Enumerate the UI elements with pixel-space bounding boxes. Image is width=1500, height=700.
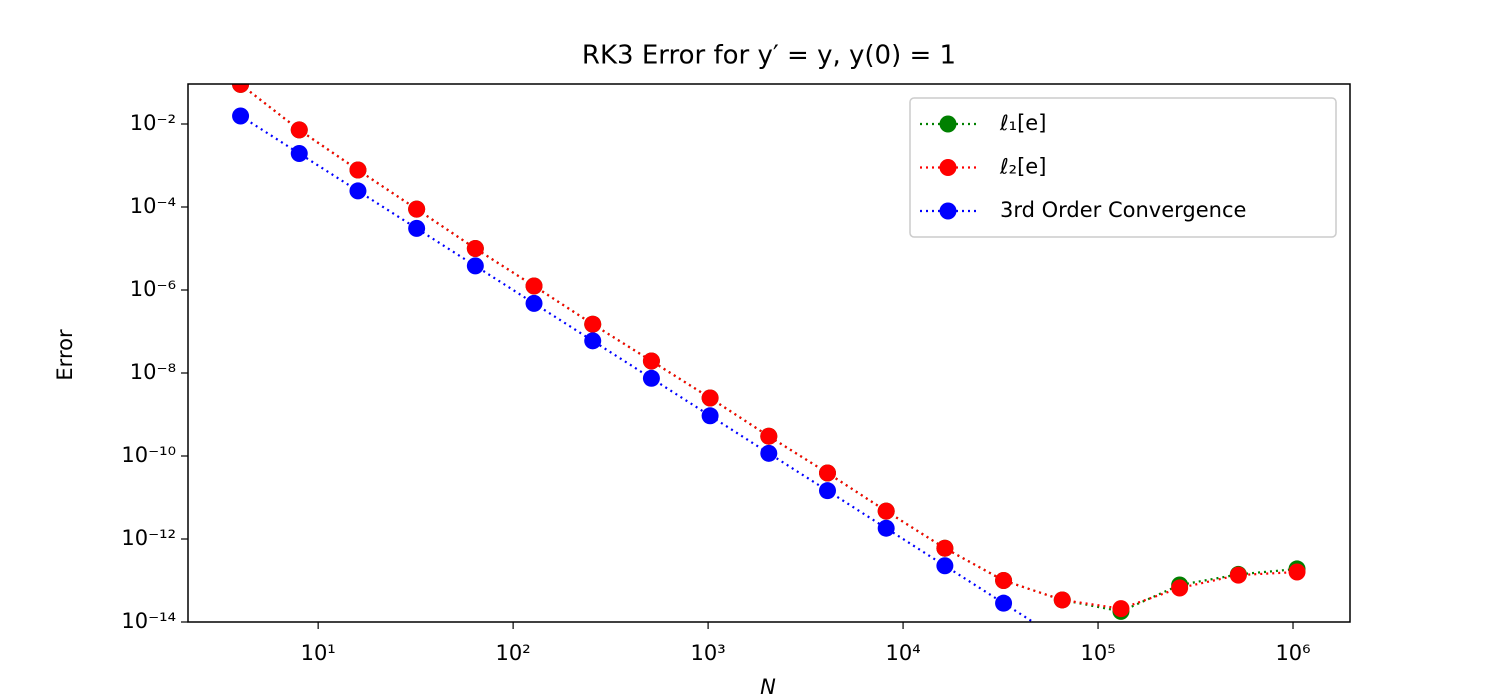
data-point bbox=[760, 444, 778, 462]
y-tick-label: 10⁻² bbox=[130, 111, 176, 135]
data-point bbox=[290, 121, 308, 139]
data-point bbox=[936, 539, 954, 557]
y-tick-label: 10⁻⁶ bbox=[130, 277, 176, 301]
data-point bbox=[760, 427, 778, 445]
data-point bbox=[1171, 579, 1189, 597]
y-axis-label: Error bbox=[53, 329, 77, 381]
y-tick-label: 10⁻¹⁰ bbox=[121, 443, 176, 467]
data-point bbox=[1229, 566, 1247, 584]
legend-box bbox=[909, 97, 1337, 238]
legend-marker bbox=[939, 159, 957, 176]
data-point bbox=[525, 294, 543, 312]
data-point bbox=[584, 332, 602, 350]
data-point bbox=[1053, 591, 1071, 609]
data-point bbox=[408, 200, 426, 218]
y-tick-label: 10⁻⁴ bbox=[130, 194, 176, 218]
x-tick-label: 10⁶ bbox=[1275, 641, 1310, 665]
data-point bbox=[525, 277, 543, 295]
data-point bbox=[232, 107, 250, 125]
legend-label: ℓ₂[e] bbox=[999, 155, 1046, 179]
data-point bbox=[701, 389, 719, 407]
data-point bbox=[936, 557, 954, 575]
data-point bbox=[877, 502, 895, 520]
data-point bbox=[1288, 563, 1306, 581]
data-point bbox=[466, 257, 484, 275]
plot-frame bbox=[187, 83, 1351, 623]
data-point bbox=[584, 315, 602, 333]
data-point bbox=[877, 519, 895, 537]
plot-area bbox=[232, 84, 1306, 649]
data-point bbox=[466, 239, 484, 257]
x-tick-label: 10¹ bbox=[301, 641, 336, 665]
data-point bbox=[701, 407, 719, 425]
data-point bbox=[818, 464, 836, 482]
y-tick-label: 10⁻¹² bbox=[121, 526, 176, 550]
chart-title: RK3 Error for y′ = y, y(0) = 1 bbox=[582, 41, 956, 71]
legend-label: 3rd Order Convergence bbox=[1000, 198, 1246, 222]
legend-marker bbox=[939, 115, 957, 133]
data-point bbox=[642, 352, 660, 370]
data-point bbox=[995, 571, 1013, 589]
data-point bbox=[642, 369, 660, 387]
x-tick-label: 10⁴ bbox=[886, 641, 921, 665]
legend-marker bbox=[939, 202, 957, 220]
data-point bbox=[349, 182, 367, 200]
data-point bbox=[349, 161, 367, 179]
legend-label: ℓ₁[e] bbox=[999, 111, 1046, 135]
data-point bbox=[408, 219, 426, 237]
y-tick-label: 10⁻⁸ bbox=[130, 360, 176, 384]
y-tick-label: 10⁻¹⁴ bbox=[121, 609, 176, 633]
data-point bbox=[1054, 632, 1071, 649]
data-point bbox=[1112, 600, 1130, 618]
data-point bbox=[232, 84, 250, 93]
x-tick-label: 10⁵ bbox=[1080, 641, 1115, 665]
x-axis-label: N bbox=[760, 675, 776, 699]
x-tick-label: 10² bbox=[496, 641, 531, 665]
data-point bbox=[290, 144, 308, 162]
data-point bbox=[818, 482, 836, 500]
data-point bbox=[995, 594, 1013, 612]
x-tick-label: 10³ bbox=[691, 641, 726, 665]
